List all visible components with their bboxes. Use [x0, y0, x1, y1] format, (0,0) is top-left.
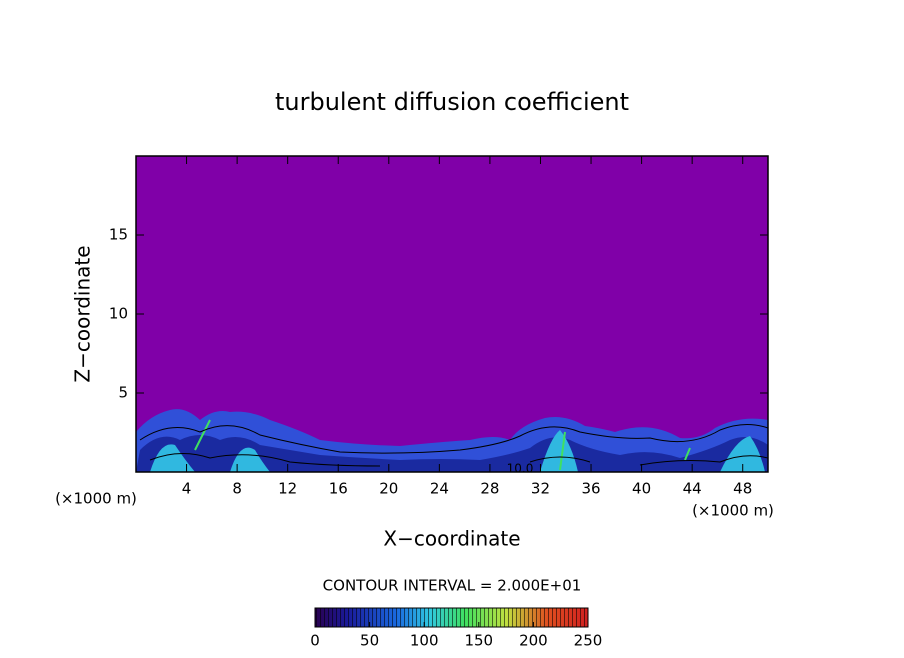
x-tick-label: 40 [632, 480, 651, 498]
x-tick-label: 4 [182, 480, 192, 498]
chart-title: turbulent diffusion coefficient [275, 88, 629, 116]
x-tick-label: 8 [232, 480, 242, 498]
x-tick-label: 44 [683, 480, 702, 498]
contour-line [139, 424, 768, 454]
field-streak [194, 419, 691, 471]
colorbar-frame [314, 607, 589, 628]
x-unit-right: (×1000 m) [692, 502, 774, 520]
y-axis-label: Z−coordinate [71, 245, 95, 382]
contour-line [149, 453, 768, 467]
x-tick-label: 16 [329, 480, 348, 498]
colorbar-tick-label: 100 [410, 632, 439, 650]
x-tick-label: 12 [278, 480, 297, 498]
x-tick-label: 20 [379, 480, 398, 498]
x-tick-label: 24 [430, 480, 449, 498]
x-unit-left: (×1000 m) [55, 490, 137, 508]
x-tick-label: 28 [480, 480, 499, 498]
x-tick-label: 36 [581, 480, 600, 498]
y-tick-label: 15 [109, 226, 128, 244]
colorbar-tick-label: 50 [360, 632, 379, 650]
y-tick-label: 10 [109, 305, 128, 323]
colorbar-tick-label: 200 [519, 632, 548, 650]
contour-label: 10.0 [507, 462, 534, 476]
x-tick-label: 48 [733, 480, 752, 498]
colorbar-tick-label: 0 [310, 632, 320, 650]
x-axis-label: X−coordinate [383, 527, 520, 551]
contour-field [136, 156, 768, 472]
y-tick-label: 5 [118, 384, 128, 402]
colorbar-tick-label: 150 [464, 632, 493, 650]
contour-interval: CONTOUR INTERVAL = 2.000E+01 [323, 577, 582, 595]
colorbar-stripes [315, 608, 588, 627]
colorbar-tick-label: 250 [574, 632, 603, 650]
x-tick-label: 32 [531, 480, 550, 498]
